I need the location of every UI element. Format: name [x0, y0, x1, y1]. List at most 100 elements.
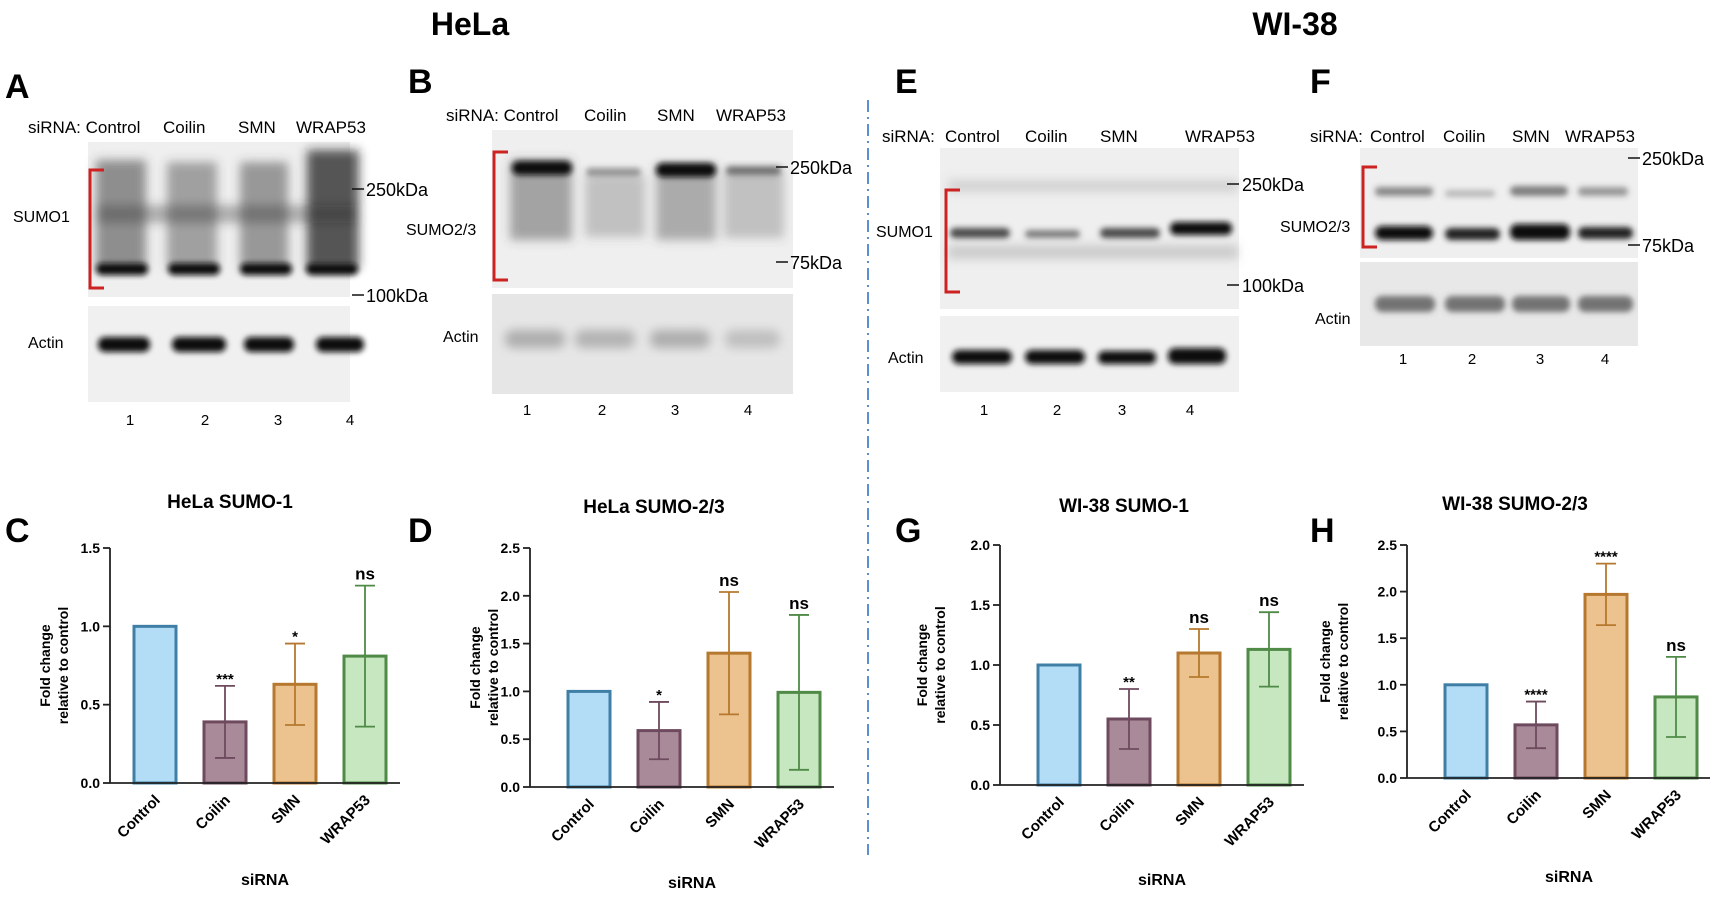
- y-axis-label: relative to control: [1335, 603, 1351, 720]
- heading-hela: HeLa: [431, 6, 509, 42]
- y-tick-label: 2.5: [501, 540, 521, 556]
- y-tick-label: 1.5: [971, 597, 991, 613]
- y-tick-label: 2.5: [1378, 537, 1398, 553]
- x-axis-label: siRNA: [241, 872, 289, 889]
- lane-number: 4: [1601, 351, 1609, 368]
- actin-bands: [1375, 296, 1633, 312]
- actin-bands: [98, 337, 364, 352]
- lane-number: 3: [1536, 351, 1544, 368]
- chart-title: HeLa SUMO-2/3: [583, 497, 724, 518]
- lane-header-sirna: siRNA:: [882, 127, 935, 146]
- y-tick-label: 2.0: [971, 537, 991, 553]
- lane-header-smn: SMN: [657, 106, 695, 125]
- y-tick-label: 0.5: [501, 731, 521, 747]
- x-tick-label: SMN: [268, 792, 304, 828]
- y-tick-label: 0.5: [971, 717, 991, 733]
- blot-panel-f: F siRNA: Control Coilin SMN WRAP53 SUMO2…: [1280, 63, 1705, 368]
- x-axis-label: siRNA: [1545, 869, 1593, 886]
- bar-chart-g: WI-38 SUMO-1 0.0 0.5 1.0 1.5 2.0 Fold change re…: [914, 496, 1304, 889]
- significance-label: ns: [1189, 608, 1209, 627]
- y-tick-label: 0.5: [1378, 723, 1398, 739]
- red-bracket: [944, 188, 960, 294]
- x-axis-label: siRNA: [1138, 872, 1186, 889]
- lane-number: 2: [598, 402, 606, 419]
- lane-number: 4: [744, 402, 752, 419]
- smear-bands: [96, 150, 359, 268]
- blot-panel-a: A siRNA: Control Coilin SMN WRAP53 SUMO1…: [5, 68, 429, 429]
- lane-number: 1: [1399, 351, 1407, 368]
- marker-250kda: 250kDa: [366, 180, 429, 200]
- lane-header-wrap53: WRAP53: [1565, 127, 1635, 146]
- bar-chart-c: HeLa SUMO-1 0.0 0.5 1.0 1.5 Fold change relati…: [37, 492, 400, 889]
- bar-smn: [706, 651, 752, 789]
- y-tick-label: 0.5: [81, 697, 101, 713]
- x-tick-label: Control: [1425, 787, 1475, 837]
- y-axis-label: Fold change: [37, 624, 53, 707]
- blot-panel-e: E siRNA: Control Coilin SMN WRAP53 SUMO1…: [876, 63, 1305, 419]
- lane-number: 3: [671, 402, 679, 419]
- y-tick-label: 1.0: [971, 657, 991, 673]
- x-tick-label: WRAP53: [752, 796, 808, 852]
- bar-control: [1443, 683, 1489, 780]
- panel-letter-f: F: [1310, 63, 1331, 101]
- marker-250kda: 250kDa: [1242, 175, 1305, 195]
- marker-250kda: 250kDa: [1642, 149, 1705, 169]
- marker-75kda: 75kDa: [790, 253, 843, 273]
- y-tick-label: 1.0: [81, 618, 101, 634]
- band-label-sumo1: SUMO1: [13, 209, 70, 226]
- panel-letter-e: E: [895, 63, 918, 101]
- significance-label: ***: [216, 671, 234, 688]
- lane-header-coilin: Coilin: [163, 118, 206, 137]
- actin-bands: [952, 348, 1226, 364]
- lane-header-smn: SMN: [238, 118, 276, 137]
- lane-number: 2: [201, 412, 209, 429]
- lane-header-smn: SMN: [1100, 127, 1138, 146]
- lane-header-smn: SMN: [1512, 127, 1550, 146]
- lane-header-control: Control: [945, 127, 1000, 146]
- lane-header-control: siRNA: Control: [28, 118, 140, 137]
- lane-header-control: Control: [1370, 127, 1425, 146]
- y-tick-label: 0.0: [971, 777, 991, 793]
- y-tick-label: 2.0: [1378, 584, 1398, 600]
- y-axis-label: Fold change: [914, 624, 930, 707]
- lane-header-control: siRNA: Control: [446, 106, 558, 125]
- lane-header-wrap53: WRAP53: [296, 118, 366, 137]
- y-tick-label: 1.0: [501, 683, 521, 699]
- lane-header-coilin: Coilin: [584, 106, 627, 125]
- panel-letter-b: B: [408, 63, 433, 101]
- panel-letter-g: G: [895, 512, 921, 550]
- low-band: [96, 263, 358, 275]
- lane-number: 3: [274, 412, 282, 429]
- marker-100kda: 100kDa: [366, 286, 429, 306]
- x-axis-label: siRNA: [668, 875, 716, 892]
- chart-title: HeLa SUMO-1: [167, 492, 293, 513]
- sumo1-band: [950, 222, 1232, 238]
- marker-75kda: 75kDa: [1642, 236, 1695, 256]
- x-tick-label: WRAP53: [1222, 794, 1278, 850]
- chart-title: WI-38 SUMO-2/3: [1442, 494, 1588, 515]
- lane-number: 1: [126, 412, 134, 429]
- lane-number: 1: [523, 402, 531, 419]
- lane-header-coilin: Coilin: [1025, 127, 1068, 146]
- actin-blot-image: [88, 306, 350, 402]
- bar-chart-h: WI-38 SUMO-2/3 0.0 0.5 1.0 1.5 2.0 2.5 Fold cha…: [1317, 494, 1710, 886]
- lane-header-wrap53: WRAP53: [1185, 127, 1255, 146]
- y-axis-label: relative to control: [55, 607, 71, 724]
- faint-bands: [948, 180, 1238, 259]
- lane-number: 1: [980, 402, 988, 419]
- bar-control: [132, 624, 178, 785]
- lane-number: 2: [1468, 351, 1476, 368]
- lane-header-coilin: Coilin: [1443, 127, 1486, 146]
- x-tick-label: Control: [1018, 794, 1068, 844]
- significance-label: ns: [789, 594, 809, 613]
- y-tick-label: 2.0: [501, 588, 521, 604]
- y-axis-label: relative to control: [485, 609, 501, 726]
- loading-label-actin: Actin: [888, 350, 924, 367]
- panel-letter-d: D: [408, 512, 433, 550]
- loading-label-actin: Actin: [1315, 311, 1351, 328]
- panel-letter-a: A: [5, 68, 30, 106]
- significance-label: ns: [355, 565, 375, 584]
- sumo-blot-image: [1360, 148, 1638, 258]
- x-tick-label: WRAP53: [318, 792, 374, 848]
